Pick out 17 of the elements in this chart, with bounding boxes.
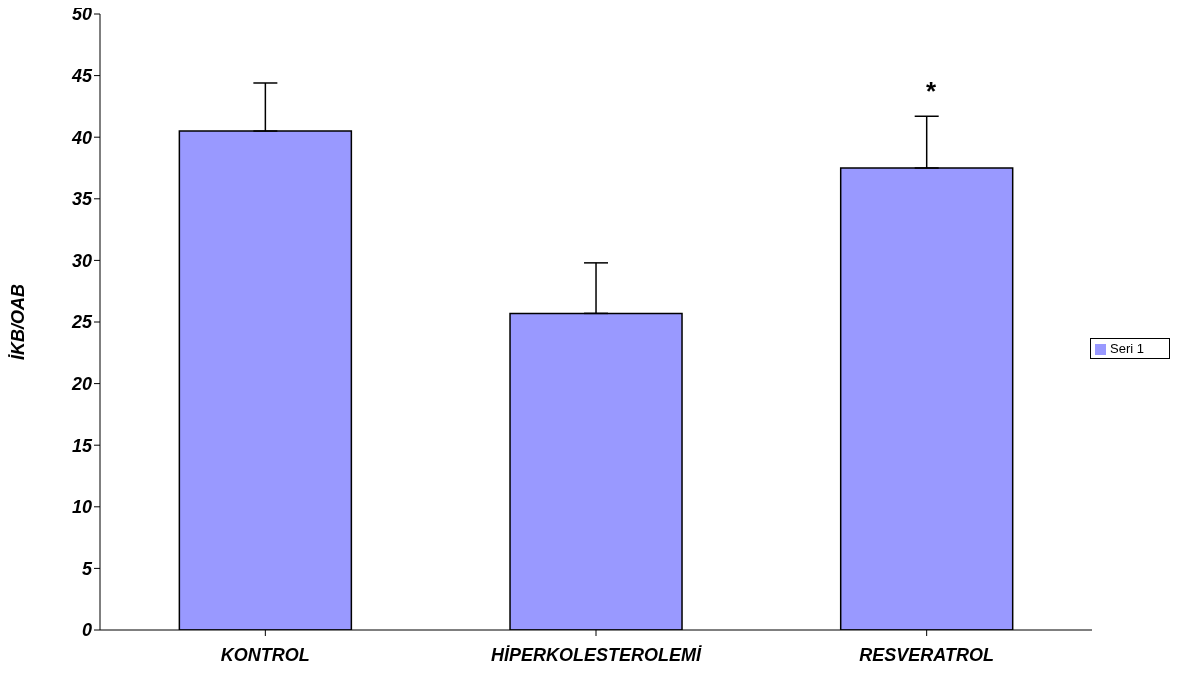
x-tick-label: RESVERATROL <box>859 644 995 665</box>
y-tick-label: 5 <box>81 558 93 579</box>
annotation: * <box>926 76 937 106</box>
y-tick-label: 15 <box>71 435 93 456</box>
x-tick-label: KONTROL <box>220 644 310 665</box>
y-tick-label: 10 <box>71 497 92 518</box>
x-tick-label: HİPERKOLESTEROLEMİ <box>490 644 703 665</box>
y-tick-label: 25 <box>70 312 93 333</box>
y-tick-label: 30 <box>71 250 92 271</box>
y-tick-label: 40 <box>70 127 92 148</box>
y-tick-label: 20 <box>70 373 92 394</box>
y-tick-label: 50 <box>71 4 92 25</box>
y-axis-title: İKB/OAB <box>8 284 29 360</box>
y-tick-label: 35 <box>71 189 93 210</box>
y-tick-label: 0 <box>81 620 92 641</box>
y-tick-label: 45 <box>70 65 93 86</box>
legend-label: Seri 1 <box>1110 340 1144 356</box>
